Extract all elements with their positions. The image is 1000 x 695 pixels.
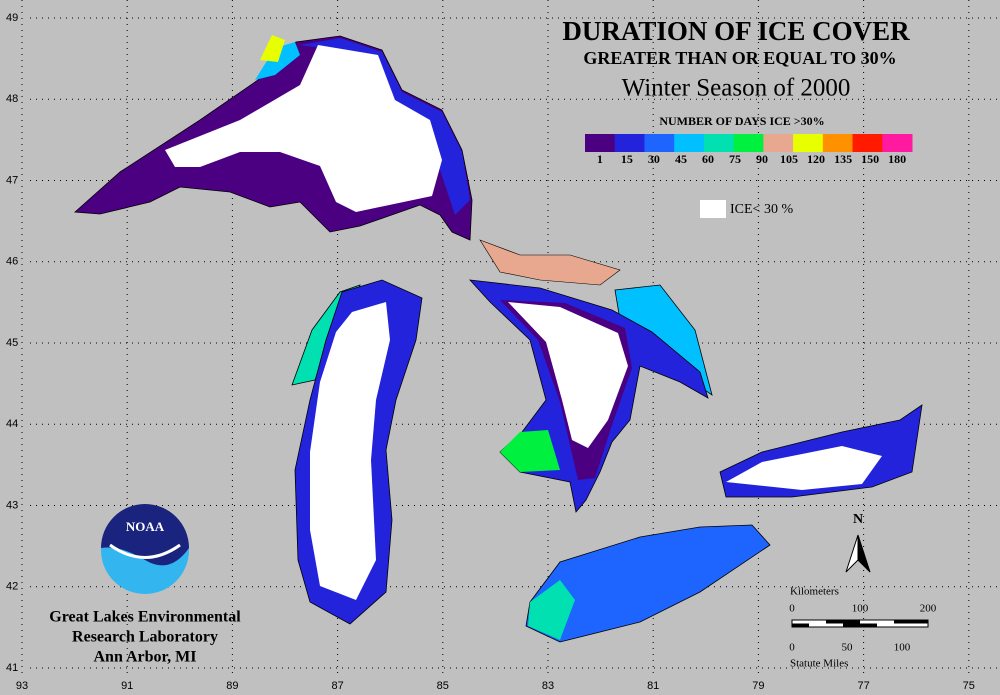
ontario-ice-free — [726, 446, 882, 490]
scale-label: 50 — [842, 642, 854, 654]
legend-label: 135 — [834, 152, 852, 166]
legend-swatch — [614, 134, 645, 152]
legend-label: 150 — [861, 152, 879, 166]
graticule: 49 48 47 46 45 44 43 42 41 93 91 89 87 85 83 81 79 77 75 — [6, 0, 1000, 692]
legend-swatch — [793, 134, 824, 152]
superior-ice-free — [165, 45, 442, 212]
erie-west — [528, 580, 575, 640]
scale-label: 200 — [920, 603, 937, 615]
north-channel — [479, 239, 621, 286]
scale-bar — [791, 619, 929, 628]
legend-swatch — [822, 134, 854, 152]
legend-label: 75 — [729, 152, 741, 166]
legend-swatch — [733, 134, 764, 152]
legend-swatch — [644, 134, 675, 152]
michigan-ice-free — [310, 302, 390, 600]
legend-label: 45 — [675, 152, 687, 166]
longitude-label: 83 — [542, 680, 554, 692]
longitude-label: 79 — [752, 680, 764, 692]
legend: 1 15 30 45 60 75 90 105 120 135 150 180 — [585, 134, 913, 166]
latitude-label: 47 — [6, 174, 18, 186]
scale-label: 100 — [852, 603, 869, 615]
longitude-label: 75 — [963, 680, 975, 692]
credit-line: Ann Arbor, MI — [94, 649, 197, 666]
ice-free-label: ICE< 30 % — [730, 202, 793, 217]
latitude-label: 48 — [6, 93, 18, 105]
saginaw-bay — [500, 430, 560, 472]
superior-fringe — [300, 38, 470, 215]
ice-free-swatch — [700, 200, 726, 218]
north-arrow — [845, 534, 859, 573]
legend-title: NUMBER OF DAYS ICE >30% — [659, 114, 824, 128]
legend-swatch — [882, 134, 913, 152]
noaa-logo: NOAA — [101, 504, 189, 594]
latitude-label: 43 — [6, 499, 18, 511]
longitude-label: 87 — [331, 680, 343, 692]
season: Winter Season of 2000 — [622, 75, 851, 102]
legend-swatch — [674, 134, 705, 152]
north-label: N — [853, 512, 863, 527]
legend-swatch — [852, 134, 883, 152]
legend-label: 120 — [807, 152, 825, 166]
north-arrow — [857, 534, 871, 573]
legend-label: 105 — [780, 152, 798, 166]
scale-title: Kilometers — [790, 586, 839, 598]
longitude-label: 89 — [226, 680, 238, 692]
legend-label: 30 — [648, 152, 660, 166]
latitude-label: 41 — [6, 662, 18, 674]
superior-shore — [260, 35, 285, 62]
scale-title: Statute Miles — [790, 658, 848, 670]
longitude-label: 93 — [16, 680, 28, 692]
legend-label: 90 — [756, 152, 768, 166]
credit-line: Great Lakes Environmental — [49, 609, 241, 626]
longitude-label: 91 — [121, 680, 133, 692]
title: DURATION OF ICE COVER — [562, 16, 910, 46]
latitude-label: 46 — [6, 256, 18, 268]
latitude-label: 49 — [6, 12, 18, 24]
huron-ice-free — [508, 302, 628, 448]
legend-swatch — [763, 134, 794, 152]
scale-label: 0 — [789, 642, 795, 654]
legend-swatch — [703, 134, 735, 152]
legend-label: 1 — [597, 152, 603, 166]
legend-swatch — [585, 134, 616, 152]
credit-line: Research Laboratory — [72, 629, 218, 646]
latitude-label: 45 — [6, 337, 18, 349]
latitude-label: 44 — [6, 418, 18, 430]
scale-label: 0 — [789, 603, 795, 615]
longitude-label: 77 — [857, 680, 869, 692]
legend-label: 60 — [702, 152, 714, 166]
subtitle: GREATER THAN OR EQUAL TO 30% — [583, 48, 896, 68]
legend-label: 15 — [621, 152, 633, 166]
logo-text: NOAA — [126, 519, 165, 534]
latitude-label: 42 — [6, 581, 18, 593]
legend-label: 180 — [888, 152, 906, 166]
lake-erie — [525, 524, 771, 643]
longitude-label: 85 — [437, 680, 449, 692]
scale-label: 100 — [894, 642, 911, 654]
longitude-label: 81 — [647, 680, 659, 692]
